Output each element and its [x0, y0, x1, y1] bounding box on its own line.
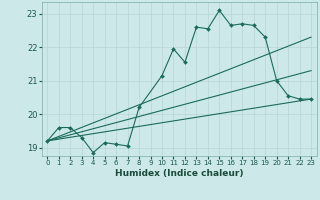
X-axis label: Humidex (Indice chaleur): Humidex (Indice chaleur): [115, 169, 244, 178]
